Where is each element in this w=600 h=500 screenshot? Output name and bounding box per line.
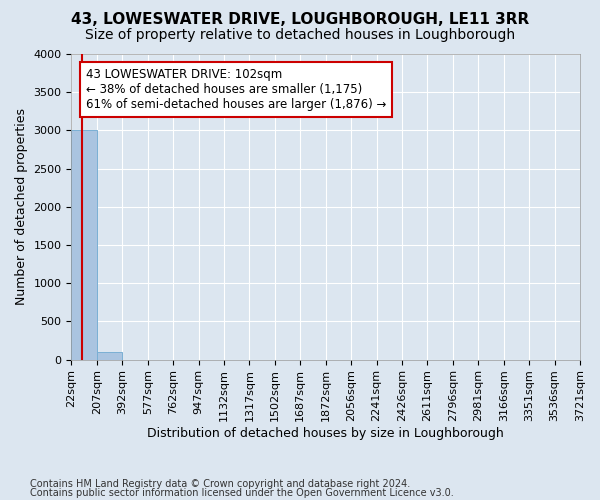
X-axis label: Distribution of detached houses by size in Loughborough: Distribution of detached houses by size … [148, 427, 504, 440]
Bar [71, 130, 97, 360]
Text: Size of property relative to detached houses in Loughborough: Size of property relative to detached ho… [85, 28, 515, 42]
Text: Contains HM Land Registry data © Crown copyright and database right 2024.: Contains HM Land Registry data © Crown c… [30, 479, 410, 489]
Text: 43, LOWESWATER DRIVE, LOUGHBOROUGH, LE11 3RR: 43, LOWESWATER DRIVE, LOUGHBOROUGH, LE11… [71, 12, 529, 28]
Text: Contains public sector information licensed under the Open Government Licence v3: Contains public sector information licen… [30, 488, 454, 498]
Bar [97, 352, 122, 360]
Y-axis label: Number of detached properties: Number of detached properties [15, 108, 28, 306]
Text: 43 LOWESWATER DRIVE: 102sqm
← 38% of detached houses are smaller (1,175)
61% of : 43 LOWESWATER DRIVE: 102sqm ← 38% of det… [86, 68, 386, 111]
